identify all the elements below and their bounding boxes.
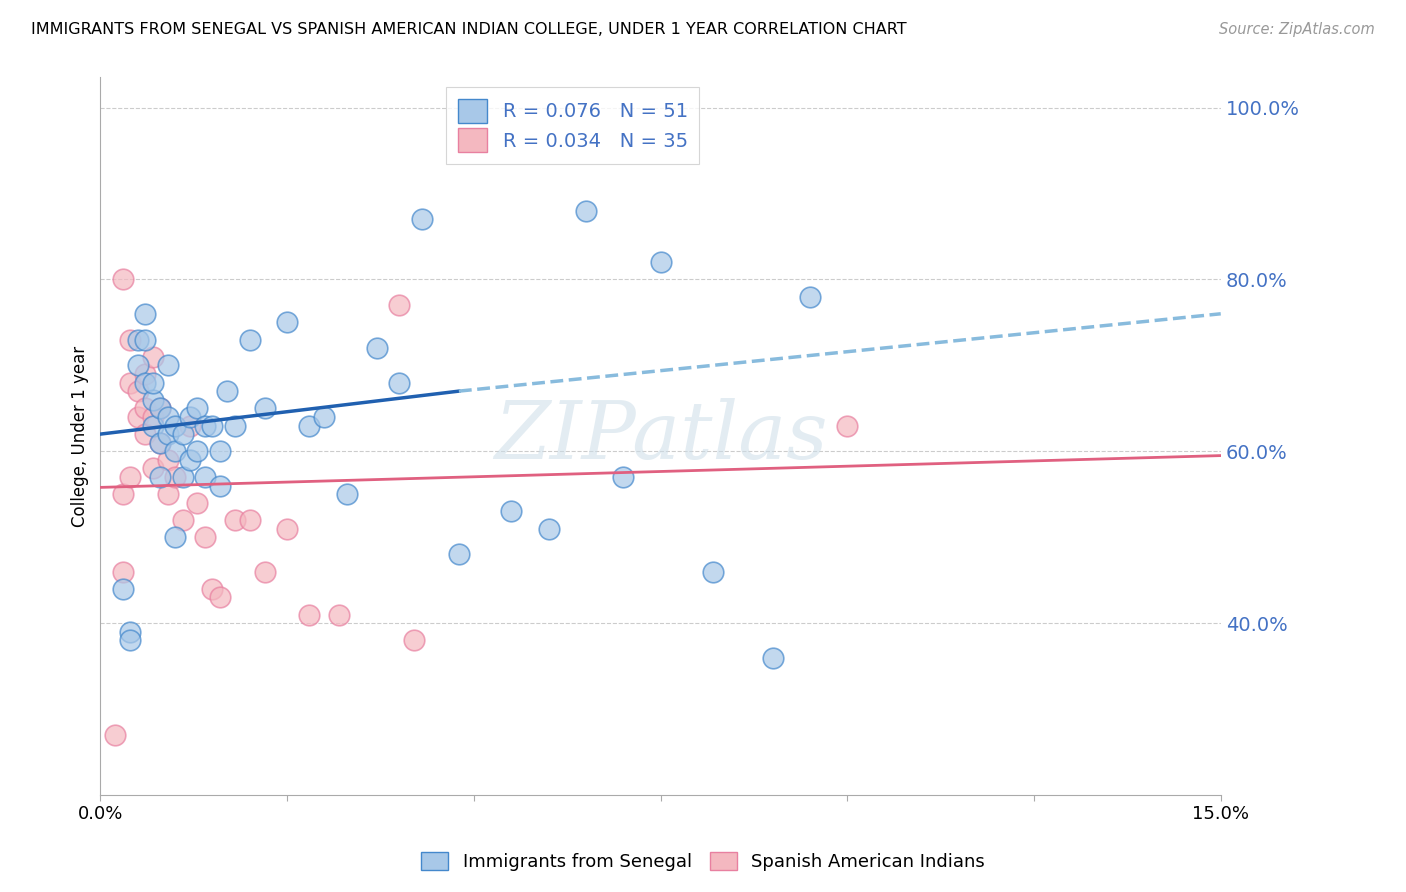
Point [120, 624, 142, 639]
Point [111, 565, 134, 579]
Point [149, 435, 172, 450]
Point [501, 504, 523, 518]
Point [142, 350, 165, 364]
Point [127, 359, 149, 373]
Text: ZIPatlas: ZIPatlas [494, 398, 827, 475]
Point [111, 582, 134, 596]
Point [127, 333, 149, 347]
Point [156, 359, 179, 373]
Point [388, 298, 411, 312]
Point [120, 633, 142, 648]
Point [298, 418, 321, 433]
Point [761, 650, 783, 665]
Point [163, 530, 186, 544]
Point [142, 376, 165, 390]
Point [134, 401, 156, 416]
Point [179, 418, 201, 433]
Point [179, 409, 201, 424]
Point [186, 496, 208, 510]
Point [111, 487, 134, 501]
Point [149, 401, 172, 416]
Text: Source: ZipAtlas.com: Source: ZipAtlas.com [1219, 22, 1375, 37]
Point [134, 427, 156, 442]
Point [172, 470, 194, 484]
Point [172, 427, 194, 442]
Point [650, 255, 672, 269]
Point [134, 333, 156, 347]
Point [149, 435, 172, 450]
Point [134, 376, 156, 390]
Point [314, 409, 336, 424]
Point [402, 633, 425, 648]
Point [276, 315, 298, 329]
Point [447, 548, 470, 562]
Point [120, 470, 142, 484]
Point [201, 418, 224, 433]
Legend: R = 0.076   N = 51, R = 0.034   N = 35: R = 0.076 N = 51, R = 0.034 N = 35 [446, 87, 699, 164]
Point [186, 401, 208, 416]
Point [163, 444, 186, 458]
Point [142, 409, 165, 424]
Point [575, 203, 598, 218]
Text: IMMIGRANTS FROM SENEGAL VS SPANISH AMERICAN INDIAN COLLEGE, UNDER 1 YEAR CORRELA: IMMIGRANTS FROM SENEGAL VS SPANISH AMERI… [31, 22, 907, 37]
Point [224, 513, 246, 527]
Point [142, 461, 165, 475]
Point [134, 307, 156, 321]
Point [104, 728, 127, 742]
Point [156, 487, 179, 501]
Point [120, 376, 142, 390]
Point [142, 392, 165, 407]
Point [612, 470, 634, 484]
Point [411, 212, 433, 227]
Point [194, 418, 217, 433]
Y-axis label: College, Under 1 year: College, Under 1 year [72, 346, 89, 527]
Point [156, 409, 179, 424]
Point [276, 522, 298, 536]
Point [208, 478, 231, 492]
Point [186, 444, 208, 458]
Point [156, 453, 179, 467]
Point [179, 453, 201, 467]
Point [224, 418, 246, 433]
Point [134, 367, 156, 381]
Point [201, 582, 224, 596]
Point [702, 565, 724, 579]
Point [149, 470, 172, 484]
Point [328, 607, 350, 622]
Point [127, 409, 149, 424]
Point [239, 333, 262, 347]
Point [172, 513, 194, 527]
Point [253, 565, 276, 579]
Point [336, 487, 359, 501]
Point [537, 522, 560, 536]
Point [111, 272, 134, 286]
Point [149, 401, 172, 416]
Point [120, 333, 142, 347]
Point [366, 341, 388, 355]
Point [194, 470, 217, 484]
Point [208, 444, 231, 458]
Point [388, 376, 411, 390]
Point [127, 384, 149, 398]
Point [253, 401, 276, 416]
Point [156, 427, 179, 442]
Point [799, 290, 821, 304]
Point [239, 513, 262, 527]
Point [298, 607, 321, 622]
Point [163, 470, 186, 484]
Point [194, 530, 217, 544]
Point [217, 384, 239, 398]
Point [142, 418, 165, 433]
Point [163, 418, 186, 433]
Point [837, 418, 859, 433]
Point [208, 591, 231, 605]
Legend: Immigrants from Senegal, Spanish American Indians: Immigrants from Senegal, Spanish America… [413, 845, 993, 879]
